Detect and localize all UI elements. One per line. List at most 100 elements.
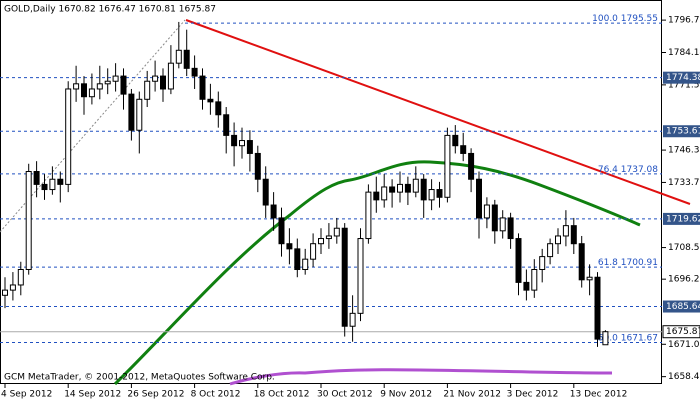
candle-body	[96, 83, 103, 90]
candle-body	[349, 312, 356, 327]
candle-body	[483, 204, 490, 219]
candle-body	[562, 225, 569, 237]
candle-body	[49, 178, 56, 191]
last-price-box	[662, 325, 700, 339]
candle-body	[460, 145, 467, 154]
y-tick-label: 1771.59	[668, 80, 700, 90]
price-level-label: 1753.61	[666, 127, 700, 137]
candle-body	[507, 217, 514, 240]
candle-body	[499, 217, 506, 232]
fib-ratio: 100.0	[592, 14, 618, 24]
x-tick-label: 4 Sep 2012	[1, 390, 52, 400]
fib-label: 76.4 1737.08	[598, 164, 658, 174]
candle-body	[286, 243, 293, 250]
candle-body	[444, 134, 451, 198]
x-tick-label: 14 Sep 2012	[64, 390, 121, 400]
y-tick-label: 1733.76	[668, 178, 700, 188]
trend-line	[185, 19, 691, 205]
candle-body	[578, 243, 585, 281]
candle-body	[555, 235, 561, 245]
candle-body	[570, 225, 577, 245]
candle-body	[57, 178, 64, 185]
candle-body	[602, 331, 609, 346]
x-tick-label: 30 Oct 2012	[317, 390, 373, 400]
candle-body	[41, 183, 48, 191]
candle-body	[2, 289, 8, 296]
x-tick-label: 13 Dec 2012	[570, 390, 628, 400]
candle-body	[341, 227, 348, 327]
candle-body	[88, 88, 95, 98]
fib-price: 1671.67	[621, 333, 658, 343]
candle-body	[381, 186, 388, 201]
candle-body	[128, 93, 135, 131]
fib-price: 1700.91	[621, 258, 658, 268]
footer: GCM MetaTrader, © 2001-2012, MetaQuotes …	[4, 373, 275, 383]
fib-price: 1737.08	[621, 164, 658, 174]
candle-body	[239, 140, 245, 147]
y-tick-label: 1784.14	[668, 48, 700, 58]
fib-label: 61.8 1700.91	[598, 258, 658, 268]
candle-body	[215, 101, 222, 116]
price-level-box	[663, 125, 700, 138]
candle-body	[25, 170, 32, 270]
candle-body	[183, 49, 190, 69]
price-level-box	[663, 212, 700, 225]
candle-body	[120, 75, 127, 95]
candle-body	[81, 83, 87, 98]
y-tick-label: 1671.00	[668, 340, 700, 350]
indicator-line	[229, 368, 613, 386]
candle-body	[310, 243, 317, 260]
candle-body	[428, 189, 435, 201]
candle-body	[294, 248, 301, 270]
price-level-label: 1719.62	[666, 214, 700, 224]
candle-body	[302, 258, 309, 270]
candle-body	[491, 204, 498, 232]
chart-title: GOLD,Daily 1670.82 1676.47 1670.81 1675.…	[4, 5, 216, 15]
candle-body	[33, 170, 40, 185]
price-level-box	[663, 300, 700, 313]
y-tick-label: 1796.70	[668, 16, 700, 26]
candle-body	[586, 276, 593, 281]
x-tick-label: 9 Nov 2012	[380, 390, 432, 400]
candle-body	[531, 268, 538, 291]
candle-body	[144, 80, 151, 100]
candle-body	[318, 238, 324, 245]
candle-body	[9, 284, 16, 291]
candle-body	[436, 189, 443, 198]
candle-body	[412, 178, 419, 193]
candle-body	[365, 191, 372, 240]
candle-body	[420, 178, 427, 201]
y-tick-label: 1696.25	[668, 275, 700, 285]
x-tick-label: 3 Dec 2012	[507, 390, 559, 400]
candle-body	[452, 134, 459, 147]
candle-body	[17, 268, 24, 286]
candle-body	[594, 276, 601, 340]
x-tick-label: 18 Oct 2012	[254, 390, 310, 400]
price-level-label: 1774.38	[666, 73, 700, 83]
candle-body	[523, 281, 530, 291]
candle-body	[397, 183, 403, 193]
candle-body	[207, 98, 214, 103]
candle-body	[136, 98, 143, 131]
candle-body	[254, 152, 261, 180]
price-level-box	[663, 71, 700, 84]
candle-body	[333, 227, 340, 237]
fib-label: 100.0 1795.55	[592, 14, 658, 24]
candle-body	[73, 83, 80, 90]
candle-body	[231, 134, 238, 147]
candle-body	[539, 256, 546, 270]
x-tick-label: 21 Nov 2012	[443, 390, 501, 400]
y-tick-label: 1746.30	[668, 146, 700, 156]
candle-body	[547, 243, 554, 258]
fib-price: 1795.55	[621, 14, 658, 24]
candle-body	[278, 217, 285, 245]
candle-body	[270, 204, 277, 219]
fib-ratio: 61.8	[598, 258, 618, 268]
candle-body	[373, 191, 380, 201]
candle-body	[199, 75, 206, 100]
candle-body	[262, 178, 269, 206]
x-tick-label: 26 Sep 2012	[127, 390, 184, 400]
candle-body	[160, 75, 166, 90]
candle-body	[468, 152, 475, 180]
